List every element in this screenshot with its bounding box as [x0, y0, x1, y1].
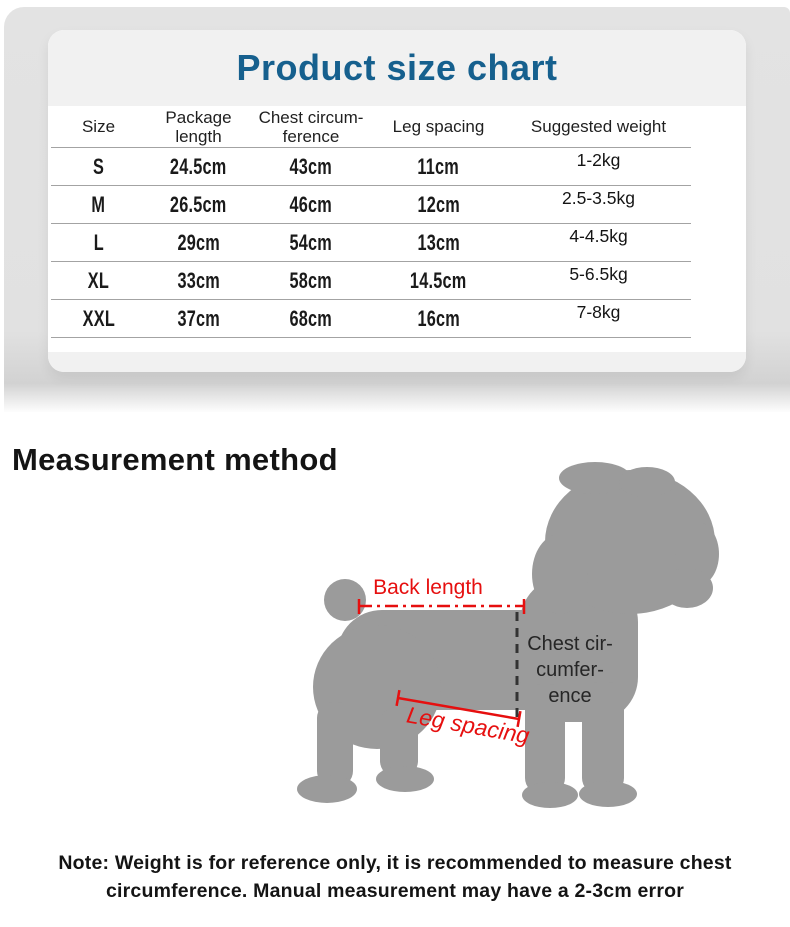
suggested-weight-value: 5-6.5kg [569, 264, 628, 284]
chest-circumference-value: 46cm [289, 191, 333, 217]
suggested-weight-value: 7-8kg [576, 302, 621, 322]
size-value: XL [87, 267, 110, 293]
back-length-line [357, 599, 526, 614]
leg-spacing-value: 12cm [417, 191, 460, 217]
leg-spacing-value: 16cm [417, 305, 460, 331]
size-value: L [93, 229, 104, 255]
size-chart-header-band: Product size chart [48, 30, 746, 106]
column-header-size: Size [81, 117, 116, 136]
size-value: M [91, 191, 106, 217]
size-chart-title: Product size chart [236, 47, 558, 88]
column-header-chest-circumference: Chest circum- ference [258, 107, 364, 146]
package-length-value: 24.5cm [170, 153, 227, 179]
suggested-weight-value: 2.5-3.5kg [562, 188, 635, 208]
dog-body-shapes [297, 462, 719, 808]
package-length-value: 33cm [177, 267, 220, 293]
size-chart-footer-band [48, 352, 746, 372]
suggested-weight-value: 1-2kg [576, 150, 621, 170]
table-row-xxl: XXL 37cm 68cm 16cm 7-8kg [51, 300, 691, 338]
column-header-leg-spacing: Leg spacing [392, 117, 485, 136]
leg-spacing-value: 14.5cm [410, 267, 467, 293]
chest-circumference-value: 54cm [289, 229, 333, 255]
chest-circumference-value: 58cm [289, 267, 333, 293]
leg-spacing-value: 11cm [417, 153, 460, 179]
leg-spacing-value: 13cm [417, 229, 460, 255]
table-row-s: S 24.5cm 43cm 11cm 1-2kg [51, 148, 691, 186]
leg-spacing-line [395, 689, 522, 728]
suggested-weight-value: 4-4.5kg [569, 226, 628, 246]
table-row-l: L 29cm 54cm 13cm 4-4.5kg [51, 224, 691, 262]
size-table-header-row: Size Package length Chest circum- ferenc… [51, 106, 691, 148]
dog-silhouette-illustration [297, 462, 719, 808]
reference-note: Note: Weight is for reference only, it i… [58, 852, 732, 902]
package-length-value: 29cm [177, 229, 220, 255]
chest-circumference-value: 43cm [289, 153, 333, 179]
back-length-label: Back length [373, 576, 483, 599]
size-value: S [92, 153, 105, 179]
size-chart-card: Product size chart Size Package length C… [48, 30, 746, 372]
chest-circumference-value: 68cm [289, 305, 333, 331]
table-row-xl: XL 33cm 58cm 14.5cm 5-6.5kg [51, 262, 691, 300]
size-table: Size Package length Chest circum- ferenc… [51, 106, 691, 338]
package-length-value: 37cm [177, 305, 220, 331]
measurement-method-heading: Measurement method [12, 442, 338, 477]
size-value: XXL [82, 305, 115, 331]
chest-circumference-label: Chest cir- cumfer- ence [527, 633, 613, 707]
package-length-value: 26.5cm [170, 191, 227, 217]
table-row-m: M 26.5cm 46cm 12cm 2.5-3.5kg [51, 186, 691, 224]
column-header-package-length: Package length [165, 107, 232, 146]
column-header-suggested-weight: Suggested weight [530, 117, 667, 136]
